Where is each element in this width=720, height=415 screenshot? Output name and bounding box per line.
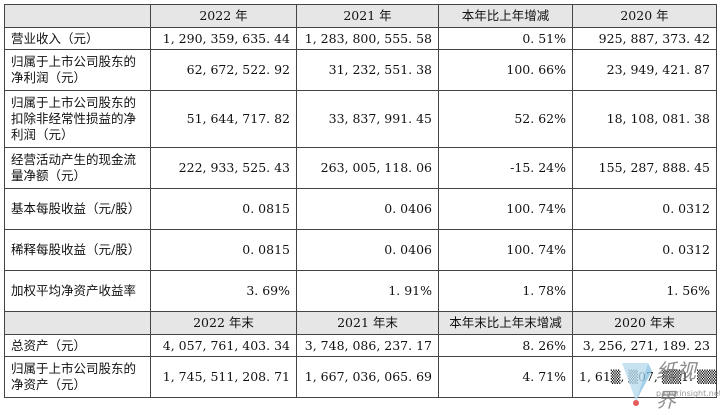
value-cell: 0. 0815 (150, 229, 297, 271)
table-row: 加权平均净资产收益率 3. 69% 1. 91% 1. 78% 1. 56% (4, 270, 717, 312)
value-cell: 0. 0312 (572, 229, 717, 271)
value-cell: 3. 69% (150, 270, 297, 312)
table-row: 基本每股收益（元/股） 0. 0815 0. 0406 100. 74% 0. … (4, 188, 717, 230)
table-row: 总资产（元） 4, 057, 761, 403. 34 3, 748, 086,… (4, 334, 717, 357)
value-cell: 4, 057, 761, 403. 34 (150, 334, 297, 357)
row-label: 加权平均净资产收益率 (4, 270, 151, 312)
row-label: 经营活动产生的现金流量净额（元） (4, 147, 151, 189)
value-cell: 0. 0815 (150, 188, 297, 230)
table-row: 归属于上市公司股东的扣除非经常性损益的净利润（元） 51, 644, 717. … (4, 90, 717, 148)
header-cell: 本年末比上年末增减 (438, 311, 573, 335)
header-cell (4, 4, 151, 28)
row-label: 归属于上市公司股东的净利润（元） (4, 49, 151, 91)
financial-table: 2022 年 2021 年 本年比上年增减 2020 年 营业收入（元） 1, … (4, 4, 717, 398)
change-cell: 1. 78% (438, 270, 573, 312)
value-cell: 222, 933, 525. 43 (150, 147, 297, 189)
value-cell: 0. 0406 (296, 188, 439, 230)
row-label: 归属于上市公司股东的净资产（元） (4, 356, 151, 398)
header-cell: 2020 年末 (572, 311, 717, 335)
table-row: 营业收入（元） 1, 290, 359, 635. 44 1, 283, 800… (4, 27, 717, 50)
value-cell: 0. 0406 (296, 229, 439, 271)
value-cell: 51, 644, 717. 82 (150, 90, 297, 148)
value-cell: 1, 667, 036, 065. 69 (296, 356, 439, 398)
change-cell: 100. 74% (438, 188, 573, 230)
change-cell: 8. 26% (438, 334, 573, 357)
row-label: 稀释每股收益（元/股） (4, 229, 151, 271)
header-cell: 2021 年 (296, 4, 439, 28)
table-row: 归属于上市公司股东的净资产（元） 1, 745, 511, 208. 71 1,… (4, 356, 717, 398)
header-cell: 2022 年末 (150, 311, 297, 335)
table-row: 归属于上市公司股东的净利润（元） 62, 672, 522. 92 31, 23… (4, 49, 717, 91)
change-cell: -15. 24% (438, 147, 573, 189)
value-cell: 1. 56% (572, 270, 717, 312)
change-cell: 100. 66% (438, 49, 573, 91)
watermark-logo: 纸视界 paperinsight.net (618, 353, 720, 413)
header-cell: 2020 年 (572, 4, 717, 28)
value-cell: 1, 745, 511, 208. 71 (150, 356, 297, 398)
header-cell (4, 311, 151, 335)
change-cell: 4. 71% (438, 356, 573, 398)
change-cell: 0. 51% (438, 27, 573, 50)
table-header-row: 2022 年末 2021 年末 本年末比上年末增减 2020 年末 (4, 311, 717, 335)
header-cell: 2022 年 (150, 4, 297, 28)
change-cell: 52. 62% (438, 90, 573, 148)
value-cell: 1, 283, 800, 555. 58 (296, 27, 439, 50)
header-cell: 2021 年末 (296, 311, 439, 335)
value-cell: 1, 290, 359, 635. 44 (150, 27, 297, 50)
value-cell: 23, 949, 421. 87 (572, 49, 717, 91)
value-cell: 3, 256, 271, 189. 23 (572, 334, 717, 357)
value-cell: 925, 887, 373. 42 (572, 27, 717, 50)
value-cell: 1, 61▒, ▒07, ▒▒1. ▒▒ (572, 356, 717, 398)
value-cell: 263, 005, 118. 06 (296, 147, 439, 189)
table-row: 稀释每股收益（元/股） 0. 0815 0. 0406 100. 74% 0. … (4, 229, 717, 271)
value-cell: 1. 91% (296, 270, 439, 312)
change-cell: 100. 74% (438, 229, 573, 271)
value-cell: 33, 837, 991. 45 (296, 90, 439, 148)
row-label: 基本每股收益（元/股） (4, 188, 151, 230)
header-cell: 本年比上年增减 (438, 4, 573, 28)
value-cell: 0. 0312 (572, 188, 717, 230)
watermark-text: 纸视界 (656, 359, 696, 412)
value-cell: 3, 748, 086, 237. 17 (296, 334, 439, 357)
row-label: 归属于上市公司股东的扣除非经常性损益的净利润（元） (4, 90, 151, 148)
table-row: 经营活动产生的现金流量净额（元） 222, 933, 525. 43 263, … (4, 147, 717, 189)
row-label: 营业收入（元） (4, 27, 151, 50)
value-cell: 155, 287, 888. 45 (572, 147, 717, 189)
row-label: 总资产（元） (4, 334, 151, 357)
value-cell: 62, 672, 522. 92 (150, 49, 297, 91)
value-cell: 31, 232, 551. 38 (296, 49, 439, 91)
watermark-emblem-icon (622, 363, 652, 406)
watermark-url: paperinsight.net (656, 389, 720, 398)
table-header-row: 2022 年 2021 年 本年比上年增减 2020 年 (4, 4, 717, 28)
value-cell: 18, 108, 081. 38 (572, 90, 717, 148)
